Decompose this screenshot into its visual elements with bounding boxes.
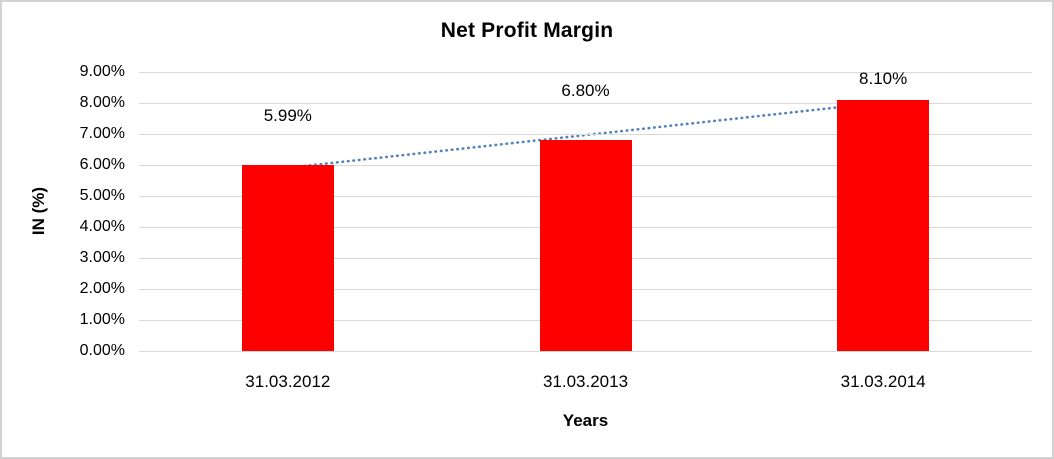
bar-value-label: 8.10%: [859, 68, 908, 88]
gridline: [139, 133, 1032, 135]
y-tick-label: 9.00%: [79, 63, 125, 80]
x-axis-title: Years: [562, 411, 609, 430]
bar-value-label: 6.80%: [561, 81, 610, 101]
x-tick-label: 31.03.2014: [840, 372, 926, 391]
bar: [539, 140, 632, 351]
x-tick-label: 31.03.2013: [542, 372, 629, 391]
y-tick-label: 3.00%: [79, 249, 125, 266]
bar: [241, 165, 334, 351]
gridline: [139, 71, 1032, 73]
y-tick-label: 8.00%: [79, 94, 125, 111]
y-tick-label: 2.00%: [79, 280, 125, 297]
chart-title: Net Profit Margin: [440, 19, 614, 42]
y-tick-label: 4.00%: [79, 218, 125, 235]
bar: [837, 99, 930, 351]
bar-value-label: 5.99%: [263, 106, 312, 126]
y-tick-label: 7.00%: [79, 125, 125, 142]
y-tick-label: 0.00%: [79, 342, 125, 359]
gridline: [139, 350, 1032, 352]
y-tick-label: 1.00%: [79, 311, 125, 328]
x-tick-label: 31.03.2012: [245, 372, 331, 391]
y-tick-label: 5.00%: [79, 187, 125, 204]
y-tick-label: 6.00%: [79, 156, 125, 173]
gridline: [139, 102, 1032, 104]
